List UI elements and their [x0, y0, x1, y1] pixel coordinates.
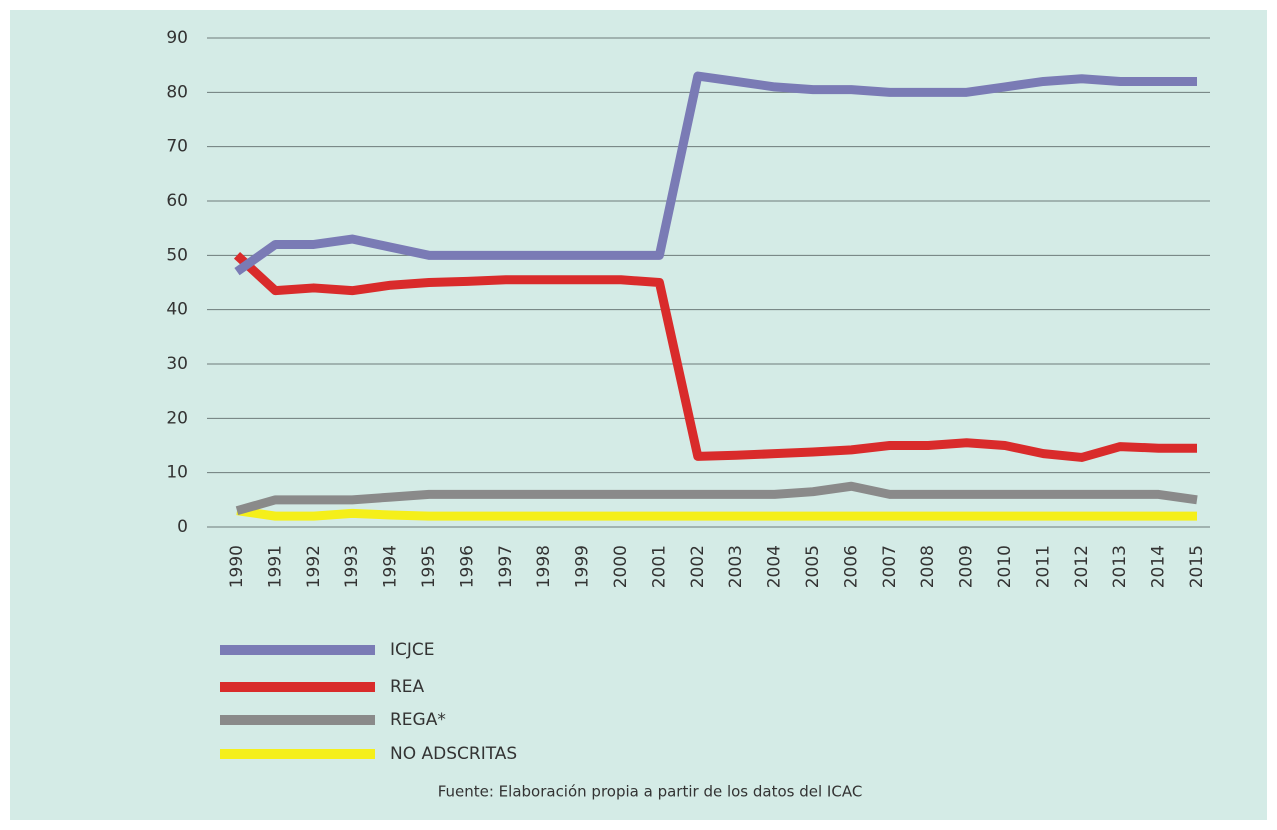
y-tick-label: 0 [177, 517, 188, 537]
x-tick-label: 1995 [419, 545, 439, 588]
x-tick-label: 2012 [1072, 545, 1092, 588]
y-tick-label: 20 [166, 408, 188, 428]
x-tick-label: 1998 [534, 545, 554, 588]
x-tick-label: 2000 [611, 545, 631, 588]
y-tick-label: 50 [166, 245, 188, 265]
x-tick-label: 2003 [726, 545, 746, 588]
x-tick-label: 2009 [957, 545, 977, 588]
x-tick-label: 1990 [227, 545, 247, 588]
y-tick-label: 90 [166, 28, 188, 48]
x-tick-label: 2013 [1110, 545, 1130, 588]
series-line [233, 252, 1197, 462]
x-tick-label: 1996 [457, 545, 477, 588]
x-tick-label: 2001 [649, 545, 669, 588]
y-tick-label: 80 [166, 82, 188, 102]
y-tick-label: 10 [166, 463, 188, 483]
x-tick-label: 1997 [496, 545, 516, 588]
series-line [236, 506, 1197, 521]
y-tick-label: 30 [166, 354, 188, 374]
y-tick-label: 60 [166, 191, 188, 211]
x-tick-label: 1992 [304, 545, 324, 588]
y-tick-label: 70 [166, 137, 188, 157]
legend-label: REGA* [390, 710, 446, 730]
series-line [234, 71, 1197, 276]
x-tick-label: 2010 [995, 545, 1015, 588]
y-tick-label: 40 [166, 300, 188, 320]
x-tick-label: 1991 [265, 545, 285, 588]
chart-background [10, 10, 1267, 820]
x-tick-label: 2011 [1033, 545, 1053, 588]
x-tick-label: 1994 [381, 545, 401, 588]
x-tick-label: 1993 [342, 545, 362, 588]
x-tick-label: 2008 [918, 545, 938, 588]
x-tick-label: 1999 [573, 545, 593, 588]
legend-label: ICJCE [390, 640, 435, 660]
x-tick-label: 2004 [765, 545, 785, 588]
legend-label: REA [390, 677, 425, 697]
x-tick-label: 2007 [880, 545, 900, 588]
x-tick-label: 2002 [688, 545, 708, 588]
x-tick-label: 2005 [803, 545, 823, 588]
x-tick-label: 2006 [841, 545, 861, 588]
legend-label: NO ADSCRITAS [390, 744, 517, 764]
series-line [235, 481, 1198, 516]
source-note: Fuente: Elaboración propia a partir de l… [438, 783, 863, 801]
x-tick-label: 2015 [1187, 545, 1207, 588]
x-tick-label: 2014 [1149, 545, 1169, 588]
